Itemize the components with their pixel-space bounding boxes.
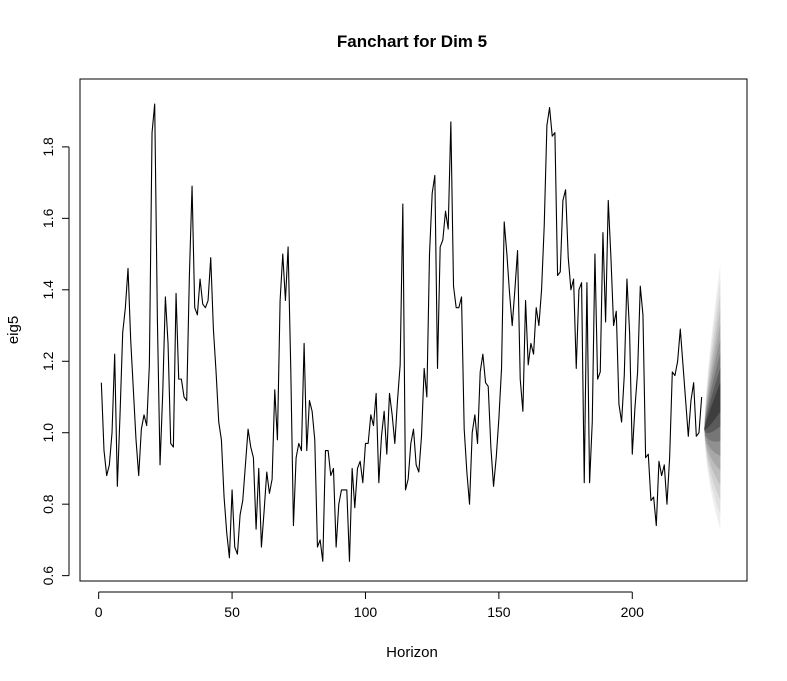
y-axis-label: eig5 <box>5 316 22 344</box>
x-tick-label: 50 <box>224 604 240 620</box>
y-tick-label: 1.4 <box>40 280 56 300</box>
y-tick-label: 1.8 <box>40 137 56 157</box>
x-axis-label: Horizon <box>386 644 438 661</box>
y-axis: 0.6 0.8 1.0 1.2 1.4 1.6 1.8 <box>40 137 70 586</box>
y-tick-label: 1.0 <box>40 423 56 443</box>
chart-title: Fanchart for Dim 5 <box>337 32 487 51</box>
plot-frame <box>79 78 748 582</box>
series-line-eig5 <box>100 103 703 562</box>
x-axis: 0 50 100 150 200 <box>95 591 645 620</box>
y-tick-label: 1.2 <box>40 351 56 371</box>
y-tick-label: 1.6 <box>40 208 56 228</box>
fan-region <box>704 264 721 530</box>
x-tick-label: 150 <box>487 604 511 620</box>
y-tick-label: 0.6 <box>40 566 56 586</box>
x-tick-label: 200 <box>621 604 645 620</box>
y-tick-label: 0.8 <box>40 494 56 514</box>
fan-band-9 <box>704 382 721 430</box>
x-tick-label: 100 <box>354 604 378 620</box>
x-tick-label: 0 <box>95 604 103 620</box>
